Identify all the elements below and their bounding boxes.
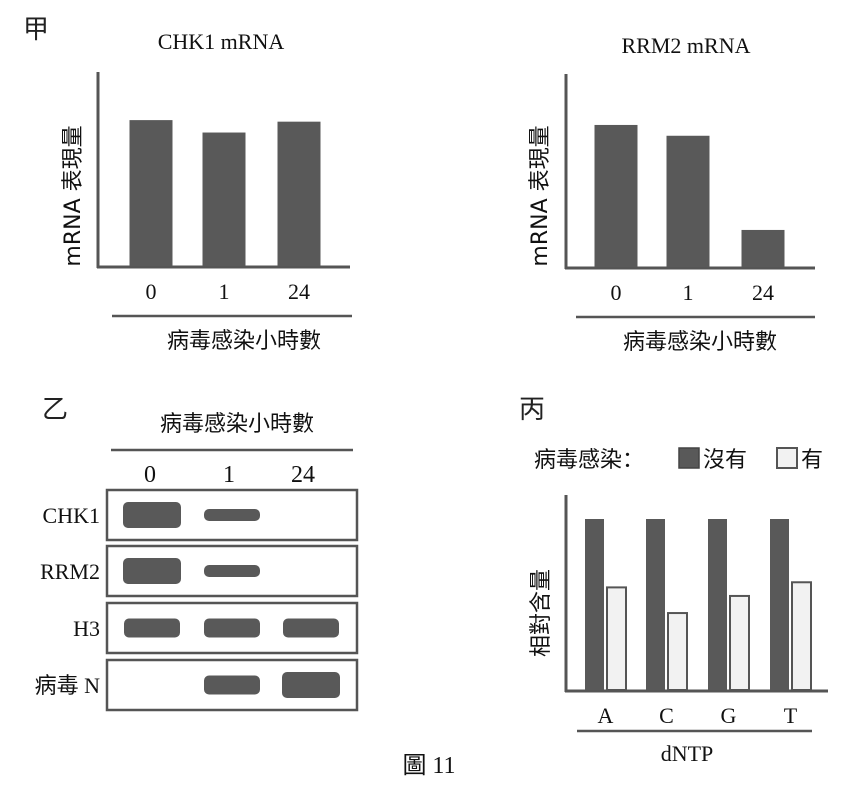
dntp-bar-c-no-infection bbox=[646, 519, 665, 690]
dntp-chart-xlabel: dNTP bbox=[661, 741, 714, 766]
chk1-chart-title: CHK1 mRNA bbox=[158, 29, 285, 54]
rrm2-bar-0h bbox=[594, 124, 638, 268]
dntp-tick-a: A bbox=[598, 703, 614, 728]
legend-label-no-infection: 沒有 bbox=[703, 448, 747, 473]
chk1-bar-0h bbox=[129, 120, 173, 266]
blot-band bbox=[283, 618, 339, 638]
blot-band bbox=[123, 502, 181, 528]
dntp-bar-g-infection bbox=[729, 594, 750, 692]
rrm2-tick-24: 24 bbox=[752, 280, 774, 305]
western-blot: 病毒感染小時數 0 1 24 CHK1 RRM2 H3 病毒 N bbox=[35, 412, 359, 712]
rrm2-bar-24h bbox=[741, 229, 785, 267]
blot-row-label: RRM2 bbox=[40, 559, 100, 584]
dntp-bar-g-no-infection bbox=[708, 519, 727, 690]
blot-row-label: CHK1 bbox=[43, 503, 100, 528]
dntp-chart: 病毒感染： 沒有 有 相對含量 A C G T dNTP bbox=[529, 447, 828, 766]
blot-band bbox=[204, 618, 260, 638]
rrm2-tick-0: 0 bbox=[611, 280, 622, 305]
blot-band bbox=[282, 672, 340, 698]
blot-lane-1: 1 bbox=[223, 462, 235, 488]
dntp-legend-title: 病毒感染： bbox=[534, 448, 644, 473]
blot-band bbox=[123, 558, 181, 584]
blot-row-label: 病毒 N bbox=[35, 673, 101, 698]
chk1-tick-0: 0 bbox=[146, 279, 157, 304]
rrm2-chart-xlabel: 病毒感染小時數 bbox=[623, 330, 777, 355]
legend-label-infection: 有 bbox=[801, 448, 823, 473]
dntp-bars bbox=[585, 519, 812, 692]
blot-band bbox=[124, 618, 180, 638]
dntp-bar-t-no-infection bbox=[770, 519, 789, 690]
blot-band bbox=[204, 675, 260, 695]
legend-swatch-infection bbox=[776, 447, 798, 469]
panel-label-yi: 乙 bbox=[42, 395, 68, 425]
chk1-tick-24: 24 bbox=[288, 279, 310, 304]
dntp-bar-a-infection bbox=[606, 586, 627, 692]
rrm2-bar-1h bbox=[666, 135, 710, 267]
chk1-mrna-chart: CHK1 mRNA mRNA 表現量 0 1 24 病毒感染小時數 bbox=[61, 29, 352, 354]
chk1-chart-ylabel: mRNA 表現量 bbox=[61, 125, 86, 266]
dntp-bar-t-infection bbox=[791, 581, 812, 692]
chk1-chart-xlabel: 病毒感染小時數 bbox=[167, 329, 321, 354]
rrm2-tick-1: 1 bbox=[683, 280, 694, 305]
figure-caption: 圖 11 bbox=[402, 753, 455, 779]
blot-rows: CHK1 RRM2 H3 病毒 N bbox=[35, 488, 359, 712]
panel-label-jia: 甲 bbox=[23, 15, 49, 45]
dntp-bar-a-no-infection bbox=[585, 519, 604, 690]
dntp-chart-ylabel: 相對含量 bbox=[529, 569, 554, 657]
rrm2-mrna-chart: RRM2 mRNA mRNA 表現量 0 1 24 病毒感染小時數 bbox=[528, 33, 815, 355]
dntp-tick-g: G bbox=[721, 703, 737, 728]
chk1-tick-1: 1 bbox=[219, 279, 230, 304]
legend-swatch-no-infection bbox=[678, 447, 700, 469]
blot-xlabel: 病毒感染小時數 bbox=[160, 412, 314, 437]
blot-row-label: H3 bbox=[73, 616, 100, 641]
dntp-tick-t: T bbox=[784, 703, 798, 728]
chk1-bar-24h bbox=[277, 121, 321, 266]
panel-label-bing: 丙 bbox=[519, 395, 545, 425]
blot-lane-0: 0 bbox=[144, 462, 156, 488]
blot-band bbox=[204, 565, 260, 577]
blot-lane-24: 24 bbox=[291, 462, 315, 488]
dntp-tick-c: C bbox=[659, 703, 674, 728]
rrm2-chart-ylabel: mRNA 表現量 bbox=[528, 125, 553, 266]
chk1-bar-1h bbox=[202, 132, 246, 266]
rrm2-chart-title: RRM2 mRNA bbox=[622, 33, 751, 58]
dntp-bar-c-infection bbox=[667, 612, 688, 691]
blot-band bbox=[204, 509, 260, 521]
